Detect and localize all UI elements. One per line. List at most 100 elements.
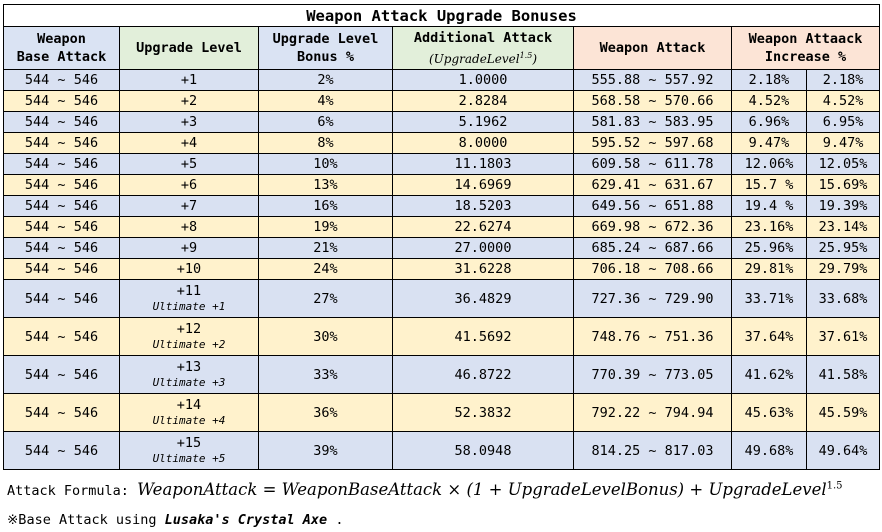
ultimate-level-label: Ultimate +2 (152, 337, 226, 351)
cell-base-attack: 544 ~ 546 (3, 279, 120, 318)
cell-increase-max: 25.95% (805, 237, 881, 259)
cell-additional-attack: 58.0948 (392, 431, 574, 470)
cell-bonus-percent: 2% (258, 69, 393, 91)
header-base-attack: Weapon Base Attack (3, 26, 120, 70)
cell-upgrade-level: +11 Ultimate +1 (119, 279, 259, 318)
cell-weapon-attack: 568.58 ~ 570.66 (573, 90, 732, 112)
cell-base-attack: 544 ~ 546 (3, 153, 120, 175)
cell-increase-min: 45.63% (731, 393, 807, 432)
table-row: 544 ~ 546 +10 24% 31.6228 706.18 ~ 708.66 29.… (3, 258, 881, 280)
cell-additional-attack: 22.6274 (392, 216, 574, 238)
cell-increase-max: 41.58% (805, 355, 881, 394)
weapon-name: Lusaka's Crystal Axe (164, 512, 328, 528)
table-row: 544 ~ 546 +1 2% 1.0000 555.88 ~ 557.92 2.18% 2… (3, 69, 881, 91)
cell-additional-attack: 27.0000 (392, 237, 574, 259)
cell-upgrade-level: +14 Ultimate +4 (119, 393, 259, 432)
cell-upgrade-level: +6 (119, 174, 259, 196)
cell-bonus-percent: 6% (258, 111, 393, 133)
cell-increase-max: 49.64% (805, 431, 881, 470)
table-row: 544 ~ 546 +2 4% 2.8284 568.58 ~ 570.66 4.52% 4… (3, 90, 881, 112)
cell-weapon-attack: 706.18 ~ 708.66 (573, 258, 732, 280)
cell-weapon-attack: 770.39 ~ 773.05 (573, 355, 732, 394)
cell-base-attack: 544 ~ 546 (3, 393, 120, 432)
upgrade-level-value: +12 (176, 320, 202, 337)
cell-increase-max: 9.47% (805, 132, 881, 154)
table-title: Weapon Attack Upgrade Bonuses (2, 4, 881, 27)
cell-additional-attack: 8.0000 (392, 132, 574, 154)
cell-increase-min: 6.96% (731, 111, 807, 133)
cell-bonus-percent: 39% (258, 431, 393, 470)
cell-increase-min: 25.96% (731, 237, 807, 259)
cell-increase-max: 4.52% (805, 90, 881, 112)
cell-increase-min: 2.18% (731, 69, 807, 91)
cell-weapon-attack: 555.88 ~ 557.92 (573, 69, 732, 91)
table-row: 544 ~ 546 +4 8% 8.0000 595.52 ~ 597.68 9.47% 9… (3, 132, 881, 154)
cell-upgrade-level: +13 Ultimate +3 (119, 355, 259, 394)
cell-bonus-percent: 27% (258, 279, 393, 318)
cell-base-attack: 544 ~ 546 (3, 69, 120, 91)
cell-weapon-attack: 629.41 ~ 631.67 (573, 174, 732, 196)
base-attack-note: ※Base Attack using Lusaka's Crystal Axe … (7, 512, 344, 528)
header-upgrade-level: Upgrade Level (119, 26, 259, 70)
cell-weapon-attack: 669.98 ~ 672.36 (573, 216, 732, 238)
cell-upgrade-level: +15 Ultimate +5 (119, 431, 259, 470)
cell-additional-attack: 31.6228 (392, 258, 574, 280)
cell-upgrade-level: +5 (119, 153, 259, 175)
cell-bonus-percent: 33% (258, 355, 393, 394)
cell-weapon-attack: 595.52 ~ 597.68 (573, 132, 732, 154)
cell-base-attack: 544 ~ 546 (3, 431, 120, 470)
header-attack-increase: Weapon Attaack Increase % (730, 26, 881, 70)
cell-base-attack: 544 ~ 546 (3, 317, 120, 356)
cell-base-attack: 544 ~ 546 (3, 355, 120, 394)
formula-expression: WeaponAttack = WeaponBaseAttack × (1 + U… (137, 480, 843, 499)
upgrade-level-value: +11 (176, 282, 202, 299)
cell-increase-max: 29.79% (805, 258, 881, 280)
cell-increase-min: 37.64% (731, 317, 807, 356)
cell-base-attack: 544 ~ 546 (3, 237, 120, 259)
cell-increase-min: 23.16% (731, 216, 807, 238)
cell-additional-attack: 1.0000 (392, 69, 574, 91)
table-row: 544 ~ 546 +9 21% 27.0000 685.24 ~ 687.66 25.9… (3, 237, 881, 259)
cell-bonus-percent: 10% (258, 153, 393, 175)
cell-upgrade-level: +1 (119, 69, 259, 91)
cell-additional-attack: 2.8284 (392, 90, 574, 112)
table-row: 544 ~ 546 +11 Ultimate +1 27% 36.4829 727.36 … (3, 279, 881, 318)
cell-base-attack: 544 ~ 546 (3, 258, 120, 280)
cell-weapon-attack: 814.25 ~ 817.03 (573, 431, 732, 470)
cell-upgrade-level: +2 (119, 90, 259, 112)
cell-bonus-percent: 21% (258, 237, 393, 259)
cell-increase-min: 4.52% (731, 90, 807, 112)
cell-bonus-percent: 36% (258, 393, 393, 432)
cell-increase-max: 45.59% (805, 393, 881, 432)
table-row: 544 ~ 546 +13 Ultimate +3 33% 46.8722 770.39 … (3, 355, 881, 394)
cell-upgrade-level: +10 (119, 258, 259, 280)
cell-upgrade-level: +7 (119, 195, 259, 217)
cell-increase-min: 15.7 % (731, 174, 807, 196)
cell-increase-max: 37.61% (805, 317, 881, 356)
table-row: 544 ~ 546 +14 Ultimate +4 36% 52.3832 792.22 … (3, 393, 881, 432)
cell-increase-min: 9.47% (731, 132, 807, 154)
cell-bonus-percent: 16% (258, 195, 393, 217)
cell-weapon-attack: 792.22 ~ 794.94 (573, 393, 732, 432)
cell-additional-attack: 5.1962 (392, 111, 574, 133)
cell-increase-max: 23.14% (805, 216, 881, 238)
cell-bonus-percent: 19% (258, 216, 393, 238)
cell-base-attack: 544 ~ 546 (3, 174, 120, 196)
cell-additional-attack: 14.6969 (392, 174, 574, 196)
table-row: 544 ~ 546 +5 10% 11.1803 609.58 ~ 611.78 12.0… (3, 153, 881, 175)
cell-bonus-percent: 4% (258, 90, 393, 112)
cell-base-attack: 544 ~ 546 (3, 90, 120, 112)
table-row: 544 ~ 546 +3 6% 5.1962 581.83 ~ 583.95 6.96% 6… (3, 111, 881, 133)
attack-formula: Attack Formula: WeaponAttack = WeaponBas… (7, 480, 843, 499)
cell-increase-min: 19.4 % (731, 195, 807, 217)
cell-base-attack: 544 ~ 546 (3, 132, 120, 154)
cell-upgrade-level: +4 (119, 132, 259, 154)
header-bonus-percent: Upgrade Level Bonus % (258, 26, 393, 70)
cell-bonus-percent: 13% (258, 174, 393, 196)
table-row: 544 ~ 546 +8 19% 22.6274 669.98 ~ 672.36 23.1… (3, 216, 881, 238)
ultimate-level-label: Ultimate +4 (152, 413, 226, 427)
cell-increase-max: 33.68% (805, 279, 881, 318)
cell-bonus-percent: 8% (258, 132, 393, 154)
cell-increase-max: 2.18% (805, 69, 881, 91)
cell-increase-max: 6.95% (805, 111, 881, 133)
